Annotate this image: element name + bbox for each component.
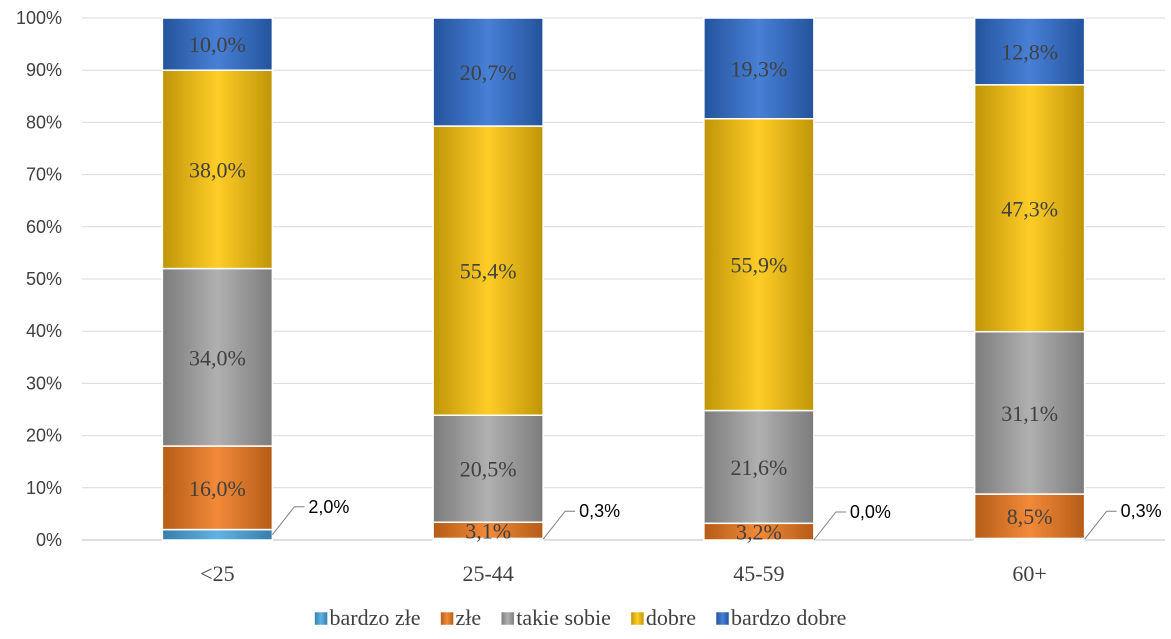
data-label: 21,6% — [730, 455, 787, 480]
legend-label: dobre — [646, 605, 696, 630]
legend-label: bardzo złe — [330, 605, 421, 630]
x-tick-label: 25-44 — [462, 561, 513, 586]
data-label: 31,1% — [1001, 401, 1058, 426]
bars — [161, 17, 1086, 541]
y-tick-label: 40% — [26, 321, 62, 341]
y-tick-label: 0% — [36, 530, 62, 550]
x-tick-label: <25 — [200, 561, 234, 586]
legend-item: bardzo złe — [314, 605, 421, 630]
bar-segment — [161, 267, 274, 447]
bar-segment — [703, 409, 815, 525]
y-tick-label: 50% — [26, 269, 62, 289]
data-label: 55,4% — [460, 259, 517, 284]
legend-swatch — [440, 611, 454, 626]
legend-item: takie sobie — [500, 605, 611, 630]
data-label: 0,0% — [850, 502, 891, 522]
x-tick-label: 45-59 — [733, 561, 784, 586]
bar-segment — [432, 17, 544, 127]
data-label: 38,0% — [189, 157, 246, 182]
legend-swatch — [314, 611, 328, 626]
bar-segment — [973, 17, 1086, 86]
data-label: 20,7% — [460, 60, 517, 85]
y-tick-label: 10% — [26, 478, 62, 498]
legend: bardzo złe złe takie sobie dobre bardzo dobr… — [314, 605, 846, 630]
bar-segment — [161, 445, 274, 531]
bar-segment — [432, 414, 544, 524]
legend-label: bardzo dobre — [731, 605, 846, 630]
legend-swatch — [630, 611, 645, 626]
callout-leader — [813, 511, 846, 541]
bar-segment — [703, 17, 815, 120]
y-tick-label: 80% — [26, 112, 62, 132]
y-tick-label: 90% — [26, 60, 62, 80]
y-tick-label: 100% — [16, 8, 62, 28]
bar-segment — [703, 117, 815, 412]
data-label: 0,3% — [1121, 501, 1162, 521]
bar-segment — [161, 528, 274, 541]
data-label: 3,1% — [465, 518, 511, 543]
data-label: 16,0% — [189, 476, 246, 501]
legend-item: złe — [440, 605, 482, 630]
y-axis-ticks: 0% 10% 20% 30% 40% 50% 60% 70% 80% 90% 100% — [16, 8, 62, 550]
data-label: 34,0% — [189, 345, 246, 370]
y-tick-label: 60% — [26, 217, 62, 237]
data-label: 8,5% — [1007, 504, 1053, 529]
legend-item: dobre — [630, 605, 696, 630]
bar-segment — [973, 330, 1086, 495]
data-label: 0,3% — [579, 501, 620, 521]
x-tick-label: 60+ — [1012, 561, 1046, 586]
legend-swatch — [500, 611, 515, 626]
data-label: 47,3% — [1001, 196, 1058, 221]
bar-segment — [973, 84, 1086, 333]
legend-swatch — [715, 611, 730, 626]
data-label: 10,0% — [189, 32, 246, 57]
data-label: 3,2% — [736, 520, 782, 545]
data-label: 19,3% — [730, 56, 787, 81]
callout-leader — [542, 510, 576, 540]
segment-labels: 2,0% 16,0% 34,0% 38,0% 10,0% 0,3% 3,1% 20,5% 55,… — [189, 32, 1162, 545]
callout-leader — [1084, 510, 1117, 540]
y-tick-label: 20% — [26, 426, 62, 446]
legend-item: bardzo dobre — [715, 605, 846, 630]
callout-leader — [271, 506, 305, 536]
data-label: 20,5% — [460, 457, 517, 482]
data-label: 12,8% — [1001, 39, 1058, 64]
bar-segment — [432, 125, 544, 416]
legend-label: złe — [456, 605, 482, 630]
bar-segment — [161, 17, 274, 71]
x-axis-ticks: <25 25-44 45-59 60+ — [200, 561, 1047, 586]
bar-segment — [161, 69, 274, 270]
legend-label: takie sobie — [516, 605, 611, 630]
data-label: 2,0% — [308, 497, 349, 517]
bar-segment — [973, 493, 1086, 540]
y-tick-label: 70% — [26, 165, 62, 185]
data-label: 55,9% — [730, 253, 787, 278]
y-tick-label: 30% — [26, 373, 62, 393]
